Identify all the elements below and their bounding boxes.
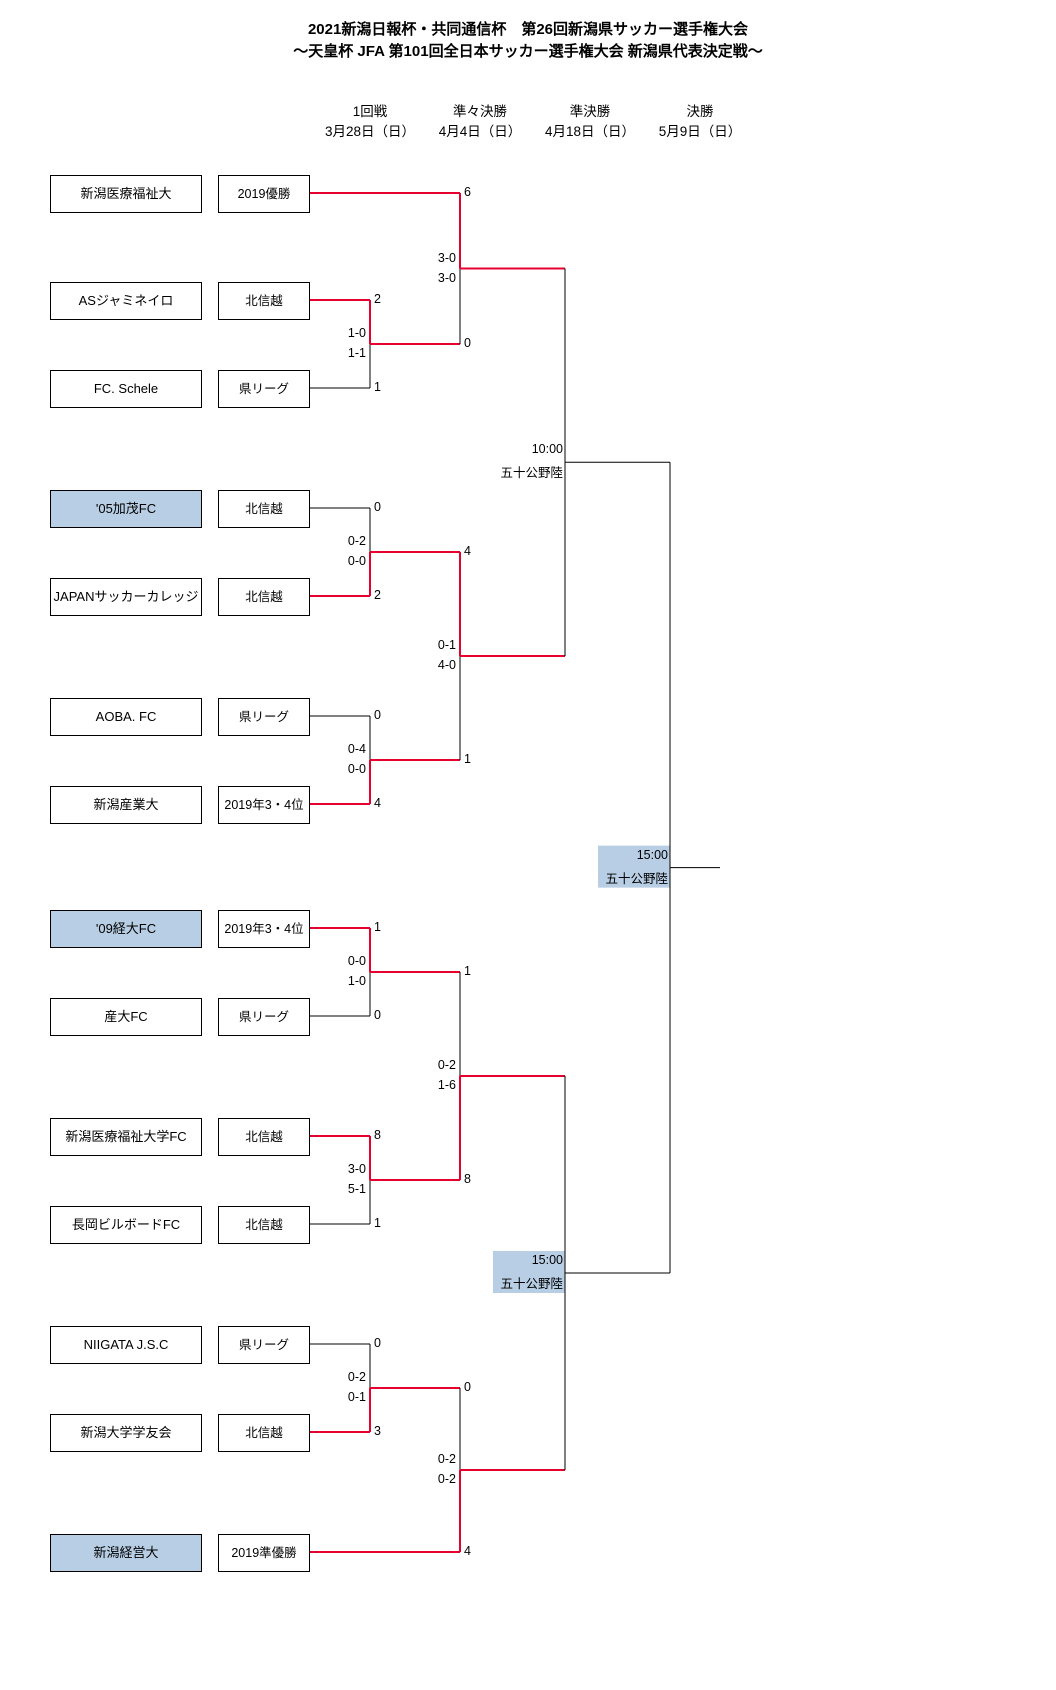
team-11: NIIGATA J.S.C bbox=[50, 1326, 202, 1364]
sc-qf_m1-b: 0 bbox=[464, 336, 484, 350]
sc-r1_m5-s2: 5-1 bbox=[336, 1182, 366, 1196]
sc-r1_m4-a: 1 bbox=[374, 920, 394, 934]
sc-r1_m1-s1: 1-0 bbox=[336, 326, 366, 340]
team-9: 新潟医療福祉大学FC bbox=[50, 1118, 202, 1156]
round-date-3: 5月9日（日） bbox=[645, 120, 755, 140]
sc-r1_m2-s2: 0-0 bbox=[336, 554, 366, 568]
sc-qf_m3-b: 8 bbox=[464, 1172, 484, 1186]
seed-3: 北信越 bbox=[218, 490, 310, 528]
seed-0: 2019優勝 bbox=[218, 175, 310, 213]
sc-r1_m2-a: 0 bbox=[374, 500, 394, 514]
seed-8: 県リーグ bbox=[218, 998, 310, 1036]
team-13: 新潟経営大 bbox=[50, 1534, 202, 1572]
seed-7: 2019年3・4位 bbox=[218, 910, 310, 948]
sc-r1_m6-s2: 0-1 bbox=[336, 1390, 366, 1404]
sc-r1_m4-s1: 0-0 bbox=[336, 954, 366, 968]
sc-r1_m3-s2: 0-0 bbox=[336, 762, 366, 776]
team-3: '05加茂FC bbox=[50, 490, 202, 528]
bracket-stage: 2021新潟日報杯・共同通信杯 第26回新潟県サッカー選手権大会 ～天皇杯 JF… bbox=[0, 0, 1056, 1690]
sc-qf_m2-s1: 0-1 bbox=[426, 638, 456, 652]
team-10: 長岡ビルボードFC bbox=[50, 1206, 202, 1244]
sc-r1_m5-s1: 3-0 bbox=[336, 1162, 366, 1176]
round-name-3: 決勝 bbox=[645, 100, 755, 120]
seed-5: 県リーグ bbox=[218, 698, 310, 736]
team-4: JAPANサッカーカレッジ bbox=[50, 578, 202, 616]
sc-qf_m2-a: 4 bbox=[464, 544, 484, 558]
sc-qf_m4-s2: 0-2 bbox=[426, 1472, 456, 1486]
seed-9: 北信越 bbox=[218, 1118, 310, 1156]
round-name-2: 準決勝 bbox=[535, 100, 645, 120]
sc-qf_m1-a: 6 bbox=[464, 185, 484, 199]
round-date-0: 3月28日（日） bbox=[315, 120, 425, 140]
sc-r1_m5-b: 1 bbox=[374, 1216, 394, 1230]
sf1-time: 10:00 bbox=[507, 442, 563, 456]
round-date-2: 4月18日（日） bbox=[535, 120, 645, 140]
sc-r1_m1-s2: 1-1 bbox=[336, 346, 366, 360]
round-date-1: 4月4日（日） bbox=[425, 120, 535, 140]
sc-qf_m3-s2: 1-6 bbox=[426, 1078, 456, 1092]
sc-r1_m2-b: 2 bbox=[374, 588, 394, 602]
seed-1: 北信越 bbox=[218, 282, 310, 320]
sc-qf_m4-b: 4 bbox=[464, 1544, 484, 1558]
sf1-venue: 五十公野陸 bbox=[493, 462, 563, 481]
final-venue: 五十公野陸 bbox=[598, 868, 668, 887]
team-1: ASジャミネイロ bbox=[50, 282, 202, 320]
seed-11: 県リーグ bbox=[218, 1326, 310, 1364]
round-name-1: 準々決勝 bbox=[425, 100, 535, 120]
team-2: FC. Schele bbox=[50, 370, 202, 408]
team-0: 新潟医療福祉大 bbox=[50, 175, 202, 213]
sc-r1_m6-b: 3 bbox=[374, 1424, 394, 1438]
sc-qf_m3-a: 1 bbox=[464, 964, 484, 978]
sc-qf_m1-s1: 3-0 bbox=[426, 251, 456, 265]
sf2-venue: 五十公野陸 bbox=[493, 1273, 563, 1292]
sf2-time: 15:00 bbox=[507, 1253, 563, 1267]
sc-r1_m6-s1: 0-2 bbox=[336, 1370, 366, 1384]
seed-12: 北信越 bbox=[218, 1414, 310, 1452]
sc-qf_m4-s1: 0-2 bbox=[426, 1452, 456, 1466]
round-name-0: 1回戦 bbox=[315, 100, 425, 120]
sc-r1_m4-s2: 1-0 bbox=[336, 974, 366, 988]
team-6: 新潟産業大 bbox=[50, 786, 202, 824]
seed-6: 2019年3・4位 bbox=[218, 786, 310, 824]
sc-qf_m2-b: 1 bbox=[464, 752, 484, 766]
seed-2: 県リーグ bbox=[218, 370, 310, 408]
sc-r1_m5-a: 8 bbox=[374, 1128, 394, 1142]
seed-4: 北信越 bbox=[218, 578, 310, 616]
seed-10: 北信越 bbox=[218, 1206, 310, 1244]
seed-13: 2019準優勝 bbox=[218, 1534, 310, 1572]
team-5: AOBA. FC bbox=[50, 698, 202, 736]
sc-r1_m2-s1: 0-2 bbox=[336, 534, 366, 548]
team-8: 産大FC bbox=[50, 998, 202, 1036]
sc-r1_m1-a: 2 bbox=[374, 292, 394, 306]
sc-r1_m4-b: 0 bbox=[374, 1008, 394, 1022]
sc-qf_m1-s2: 3-0 bbox=[426, 271, 456, 285]
sc-qf_m3-s1: 0-2 bbox=[426, 1058, 456, 1072]
sc-r1_m6-a: 0 bbox=[374, 1336, 394, 1350]
sc-qf_m4-a: 0 bbox=[464, 1380, 484, 1394]
sc-r1_m3-a: 0 bbox=[374, 708, 394, 722]
sc-r1_m3-s1: 0-4 bbox=[336, 742, 366, 756]
team-7: '09経大FC bbox=[50, 910, 202, 948]
team-12: 新潟大学学友会 bbox=[50, 1414, 202, 1452]
final-time: 15:00 bbox=[612, 848, 668, 862]
sc-r1_m1-b: 1 bbox=[374, 380, 394, 394]
sc-qf_m2-s2: 4-0 bbox=[426, 658, 456, 672]
sc-r1_m3-b: 4 bbox=[374, 796, 394, 810]
